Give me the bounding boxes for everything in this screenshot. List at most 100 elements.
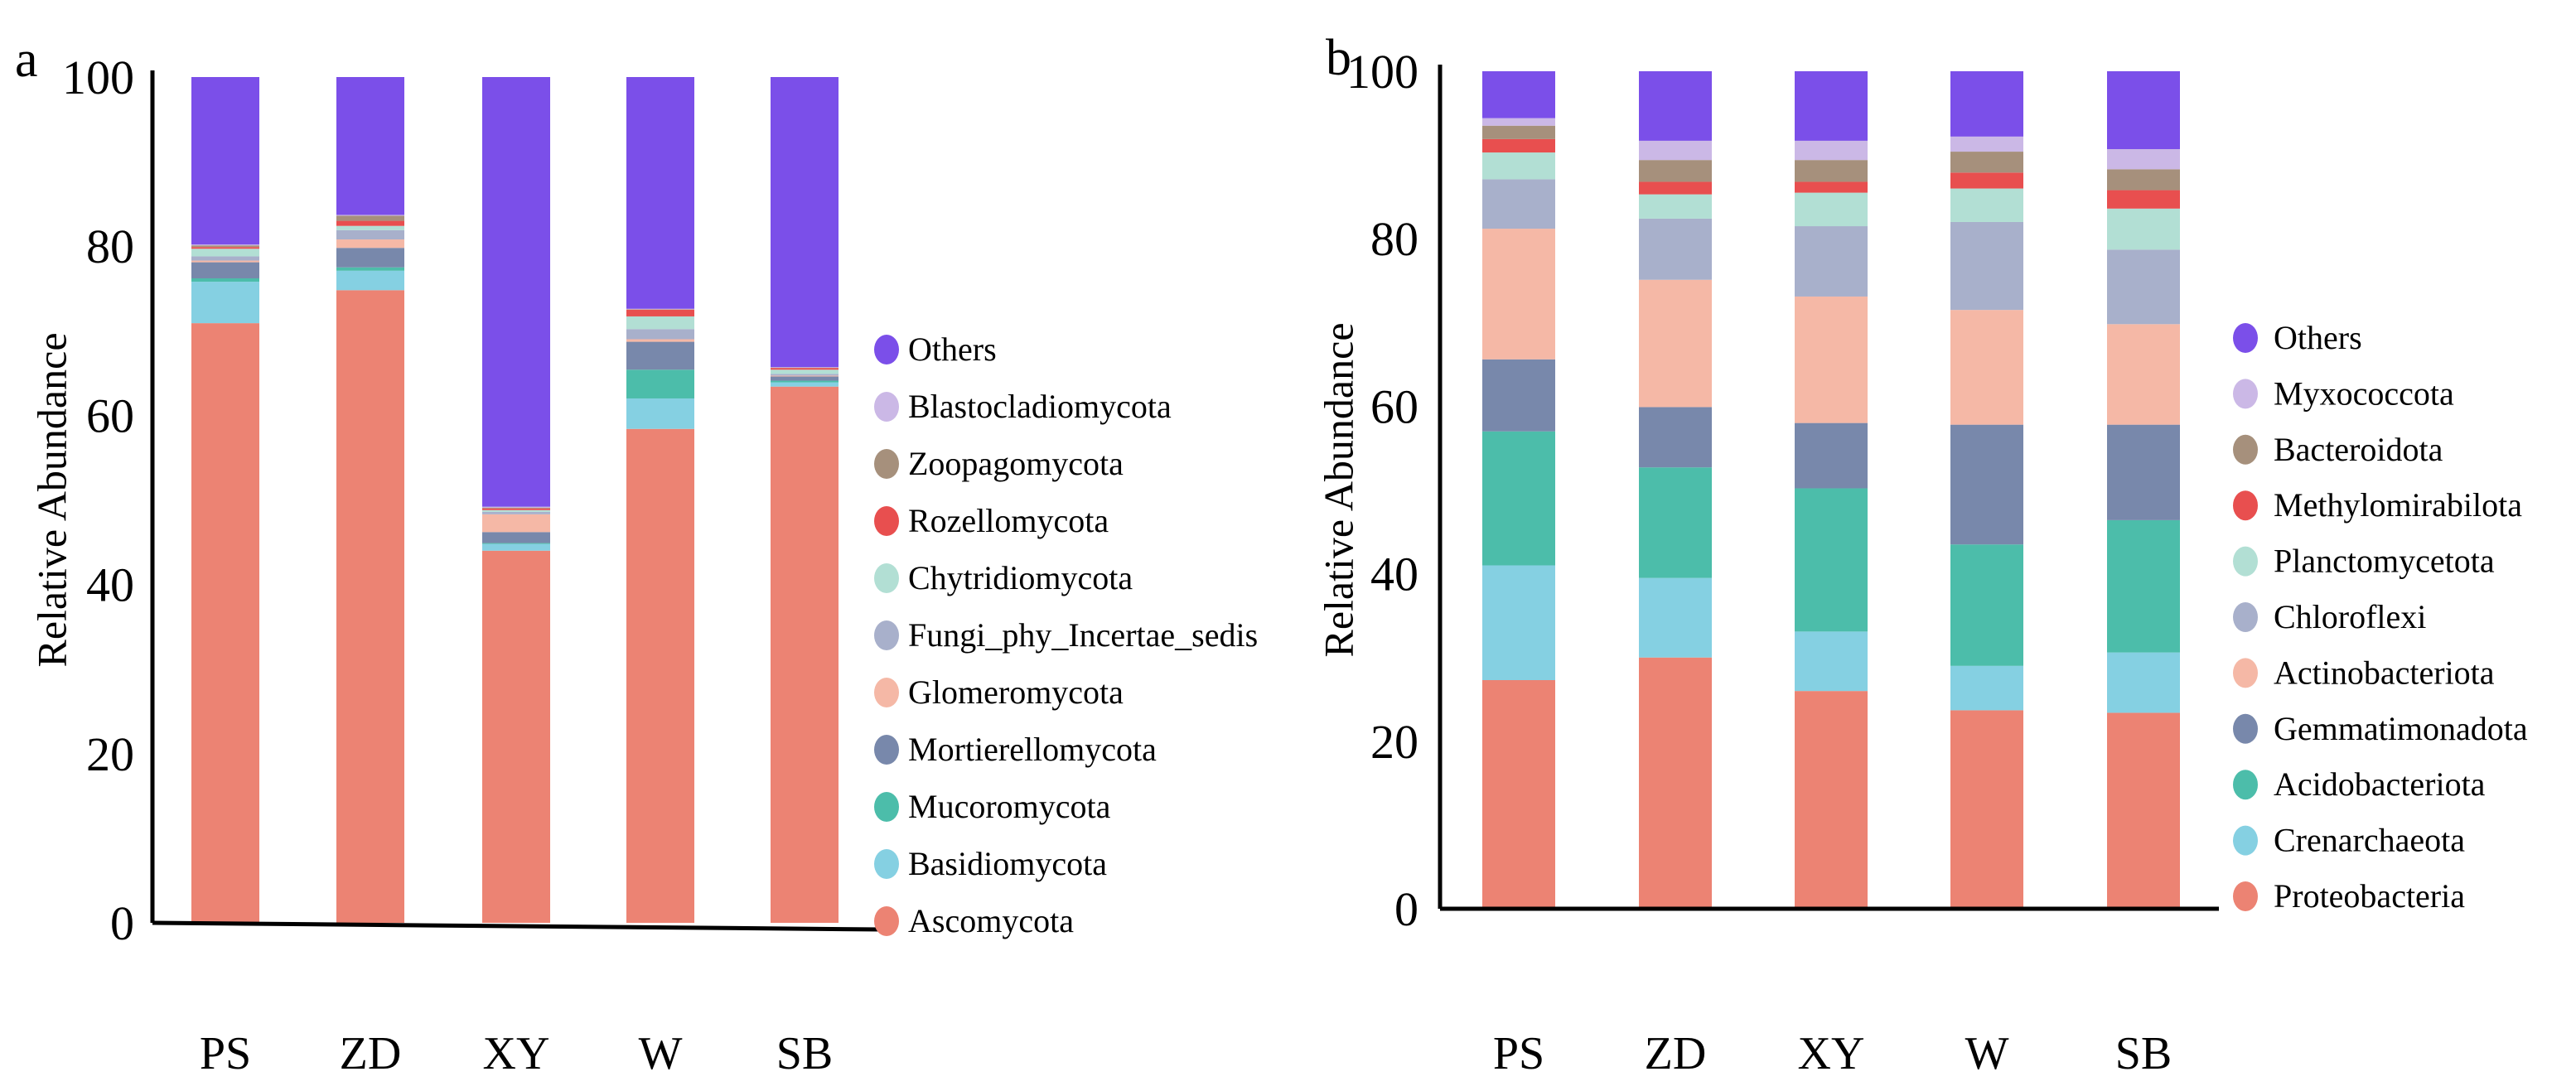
bar-segment-zd-ascomycota [336,290,404,923]
bar-segment-ps-others [191,77,259,245]
bar-segment-sb-zoopagomycota [771,367,839,369]
x-tick-label: W [1965,1028,2009,1079]
bar-segment-sb-gemmatimonadota [2107,424,2180,520]
bar-segment-ps-rozellomycota [191,247,259,249]
y-tick-label: 100 [62,51,134,104]
legend-label: Fungi_phy_Incertae_sedis [908,616,1258,654]
legend-label: Bacteroidota [2274,431,2443,468]
legend-marker-others [2233,323,2258,353]
bar-segment-zd-basidiomycota [336,270,404,291]
legend-label: Proteobacteria [2274,877,2465,915]
bar-segment-zd-planctomycetota [1639,194,1712,219]
bar-segment-sb-others [771,77,839,368]
bar-segment-sb-mortierellomycota [771,376,839,381]
x-tick-label: SB [776,1028,834,1079]
bar-segment-xy-others [1795,71,1868,141]
bar-segment-w-proteobacteria [1950,710,2023,909]
bar-segment-zd-myxococcota [1639,140,1712,161]
bar-segment-zd-proteobacteria [1639,657,1712,909]
legend-label: Gemmatimonadota [2274,710,2528,747]
x-tick-label: W [639,1028,683,1079]
legend-marker-rozellomycota [874,506,899,536]
x-tick-label: SB [2115,1028,2172,1079]
bar-segment-ps-chytridiomycota [191,249,259,257]
bar-segment-ps-blastocladiomycota [191,244,259,246]
x-tick-label: ZD [340,1028,402,1079]
bar-segment-sb-methylomirabilota [2107,190,2180,209]
legend-label: Glomeromycota [908,673,1124,711]
x-axis-line [152,920,882,932]
bar-segment-w-actinobacteriota [1950,310,2023,425]
bar-segment-w-others [1950,71,2023,137]
bar-segment-zd-rozellomycota [336,220,404,226]
y-axis-label: Relative Abundance [29,332,75,667]
legend-marker-glomeromycota [874,678,899,707]
bar-segment-ps-bacteroidota [1482,125,1555,139]
legend-marker-basidiomycota [874,849,899,879]
legend-marker-acidobacteriota [2233,770,2258,800]
bar-segment-xy-chytridiomycota [482,509,550,512]
bar-segment-ps-gemmatimonadota [1482,359,1555,432]
bar-segment-sb-proteobacteria [2107,712,2180,909]
bar-segment-xy-crenarchaeota [1795,631,1868,692]
bar-segment-xy-zoopagomycota [482,507,550,509]
bar-segment-sb-others [2107,71,2180,150]
bar-segment-xy-others [482,77,550,507]
bar-segment-xy-fungi-phy-incertae-sedis [482,511,550,514]
legend-marker-proteobacteria [2233,881,2258,911]
bar-segment-zd-gemmatimonadota [1639,407,1712,468]
legend-marker-planctomycetota [2233,546,2258,577]
bar-segment-w-rozellomycota [626,309,694,316]
bar-segment-zd-glomeromycota [336,239,404,249]
bar-segment-xy-mucoromycota [482,543,550,544]
panel-label: b [1326,30,1351,86]
bar-segment-xy-mortierellomycota [482,532,550,543]
bar-segment-zd-methylomirabilota [1639,181,1712,195]
bar-segment-zd-mortierellomycota [336,248,404,268]
legend-marker-fungi-phy-incertae-sedis [874,620,899,650]
legend-marker-chloroflexi [2233,602,2258,632]
bar-segment-w-acidobacteriota [1950,544,2023,666]
bar-segment-xy-methylomirabilota [1795,181,1868,193]
bar-segment-sb-acidobacteriota [2107,519,2180,653]
bar-segment-w-fungi-phy-incertae-sedis [626,329,694,340]
bar-segment-zd-zoopagomycota [336,215,404,221]
bar-segment-sb-glomeromycota [771,375,839,377]
y-tick-label: 80 [1370,212,1418,266]
bar-segment-zd-chytridiomycota [336,225,404,230]
legend-label: Mortierellomycota [908,731,1157,768]
bar-segment-w-mucoromycota [626,369,694,398]
legend-label: Methylomirabilota [2274,486,2522,524]
bar-segment-sb-basidiomycota [771,382,839,387]
bar-segment-sb-chytridiomycota [771,369,839,374]
bar-segment-ps-planctomycetota [1482,152,1555,180]
bar-segment-w-planctomycetota [1950,188,2023,222]
legend-marker-crenarchaeota [2233,825,2258,856]
bar-segment-zd-chloroflexi [1639,218,1712,280]
bar-segment-ps-mucoromycota [191,278,259,282]
legend-label: Others [908,331,997,368]
bar-segment-ps-myxococcota [1482,118,1555,126]
bar-segment-w-basidiomycota [626,398,694,429]
bar-segment-ps-zoopagomycota [191,245,259,248]
bar-segment-sb-mucoromycota [771,380,839,383]
bar-segment-xy-chloroflexi [1795,226,1868,297]
x-tick-label: XY [1798,1028,1865,1079]
bar-segment-w-glomeromycota [626,339,694,342]
legend-marker-mortierellomycota [874,735,899,765]
bar-segment-ps-proteobacteria [1482,679,1555,909]
bar-segment-sb-planctomycetota [2107,208,2180,250]
bar-segment-ps-crenarchaeota [1482,565,1555,680]
legend-label: Mucoromycota [908,788,1111,825]
bar-segment-sb-blastocladiomycota [771,367,839,368]
bar-segment-w-others [626,77,694,309]
legend-marker-methylomirabilota [2233,490,2258,521]
legend-label: Ascomycota [908,902,1074,939]
legend-label: Actinobacteriota [2274,654,2495,691]
bar-segment-sb-myxococcota [2107,149,2180,170]
y-tick-label: 0 [110,896,134,950]
bar-segment-ps-basidiomycota [191,282,259,324]
bar-segment-zd-actinobacteriota [1639,279,1712,408]
bar-segment-w-myxococcota [1950,136,2023,152]
